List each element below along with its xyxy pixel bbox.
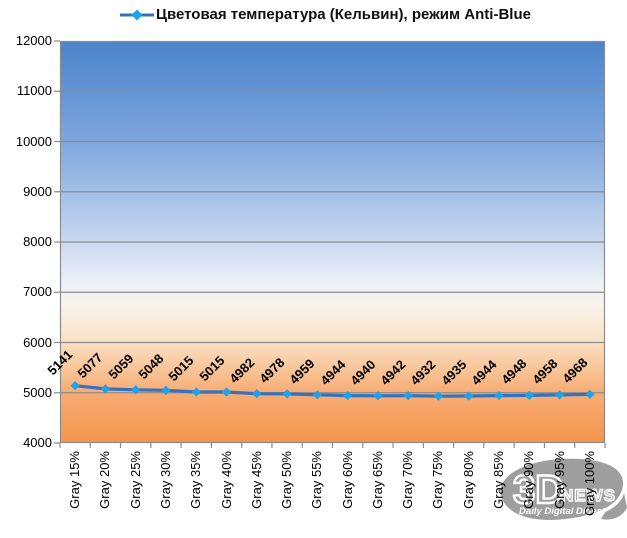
- x-axis-label: Gray 55%: [309, 451, 325, 509]
- data-point-marker: [131, 385, 141, 395]
- data-point-marker: [312, 390, 322, 400]
- x-axis-label: Gray 95%: [551, 451, 567, 509]
- x-axis-label: Gray 90%: [521, 451, 537, 509]
- data-point-marker: [433, 391, 444, 401]
- y-axis-label: 8000: [23, 234, 52, 249]
- watermark-brand-main: 3D: [513, 468, 564, 512]
- legend-series-marker-icon: [120, 9, 155, 20]
- watermark-brush-tail: [601, 493, 627, 520]
- data-point-marker: [554, 390, 565, 400]
- y-axis-label: 11000: [16, 83, 52, 99]
- data-point-marker: [403, 391, 413, 401]
- y-axis-label: 7000: [23, 284, 52, 300]
- legend-diamond-icon: [131, 9, 143, 20]
- y-axis-label: 4000: [23, 435, 52, 450]
- x-axis-label: Gray 20%: [97, 451, 113, 509]
- legend-label: Цветовая температура (Кельвин), режим An…: [156, 6, 531, 23]
- data-point-marker: [464, 391, 474, 401]
- data-point-marker: [585, 389, 595, 399]
- data-point-marker: [100, 384, 111, 394]
- y-axis-label: 6000: [23, 334, 52, 350]
- data-point-marker: [373, 391, 383, 401]
- data-point-marker: [524, 390, 534, 400]
- y-axis-label: 5000: [23, 384, 52, 400]
- y-axis-label: 12000: [15, 33, 52, 48]
- data-point-marker: [221, 387, 232, 397]
- x-axis-label: Gray 60%: [339, 451, 355, 509]
- data-point-marker: [161, 385, 171, 395]
- x-axis-label: Gray 65%: [369, 451, 385, 509]
- y-axis-label: 10000: [15, 133, 52, 149]
- data-point-marker: [282, 389, 292, 399]
- x-axis-label: Gray 50%: [279, 451, 295, 509]
- chart-legend: Цветовая температура (Кельвин), режим An…: [12, 6, 627, 23]
- x-axis-label: Gray 70%: [400, 451, 416, 509]
- chart-grid-svg: [54, 40, 606, 448]
- data-point-marker: [494, 390, 504, 401]
- plot-border: [59, 40, 606, 444]
- data-point-marker: [252, 389, 262, 399]
- x-axis-label: Gray 15%: [67, 451, 83, 509]
- x-axis-label: Gray 40%: [218, 451, 234, 509]
- x-axis-label: Gray 75%: [430, 451, 446, 509]
- watermark-brush-shape: [500, 458, 624, 520]
- x-axis-label: Gray 25%: [127, 451, 143, 509]
- data-point-marker: [191, 387, 201, 397]
- x-axis-label: Gray 30%: [157, 451, 173, 509]
- data-point-marker: [70, 381, 80, 391]
- data-point-marker: [343, 390, 353, 401]
- x-axis-label: Gray 45%: [248, 451, 264, 509]
- series-line: [73, 384, 592, 398]
- x-axis-label: Gray 80%: [460, 451, 476, 509]
- y-axis-label: 9000: [23, 183, 52, 199]
- watermark-brand-secondary: NEWS: [561, 486, 616, 505]
- x-axis-label: Gray 100%: [581, 451, 597, 517]
- x-axis-label: Gray 35%: [188, 451, 204, 509]
- watermark-tagline: Daily Digital Digest: [519, 506, 606, 517]
- x-axis-label: Gray 85%: [491, 451, 507, 509]
- watermark-3dnews-logo: 3D NEWS Daily Digital Digest: [500, 458, 627, 520]
